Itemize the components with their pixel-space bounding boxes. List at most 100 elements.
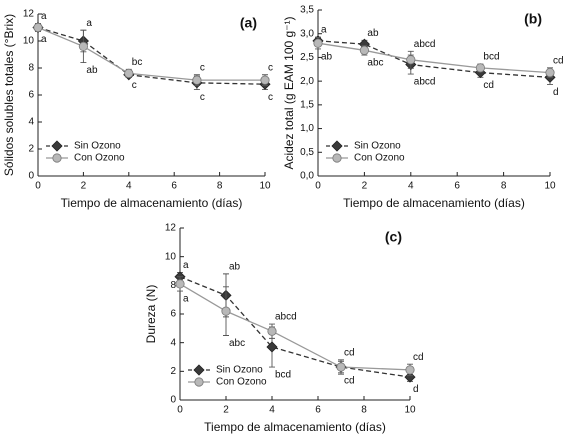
panel-label: (b) [524,11,542,27]
x-axis-label: Tiempo de almacenamiento (días) [343,196,525,210]
data-point [405,365,415,375]
significance-label: d [553,87,559,98]
significance-label: ab [86,65,98,76]
x-tick-label: 4 [269,405,275,416]
y-tick-label: 2,0 [300,76,314,87]
y-tick-label: 6 [170,309,176,320]
y-axis-label: Dureza (N) [144,285,158,344]
series-line [179,276,411,378]
data-point [404,371,416,383]
x-tick-label: 0 [177,405,183,416]
x-tick-label: 2 [81,181,87,192]
significance-label: a [86,18,92,29]
x-tick-label: 8 [361,405,367,416]
legend-marker [331,140,343,152]
y-tick-label: 10 [165,251,177,262]
significance-label: c [268,62,273,73]
y-tick-label: 0 [28,171,34,182]
data-point [267,326,277,336]
x-tick-label: 10 [544,181,556,192]
legend-marker [332,153,342,163]
data-point [33,22,43,33]
y-tick-label: 10 [23,36,35,47]
x-tick-label: 10 [259,181,271,192]
legend-label: Sin Ozono [354,141,401,152]
legend-marker [52,153,62,163]
significance-label: c [268,92,273,103]
y-tick-label: 4 [170,337,176,348]
significance-label: cd [483,80,494,91]
significance-label: c [200,62,205,73]
y-tick-label: 2,5 [300,52,314,63]
legend-marker [51,140,63,152]
x-tick-label: 0 [35,181,41,192]
y-tick-label: 3,5 [300,5,314,16]
legend-marker [194,377,204,387]
significance-label: abc [229,338,245,349]
data-point [475,63,485,73]
y-tick-label: 8 [28,63,34,74]
y-tick-label: 0,0 [300,171,314,182]
data-point [336,362,346,372]
y-tick-label: 12 [23,9,35,20]
y-tick-label: 1,5 [300,99,314,110]
x-tick-label: 2 [223,405,229,416]
significance-label: ab [229,262,241,273]
y-tick-label: 2 [170,366,176,377]
legend-label: Con Ozono [74,153,125,164]
y-tick-label: 8 [170,280,176,291]
x-tick-label: 4 [408,181,414,192]
panel-label: (c) [385,229,402,245]
significance-label: ab [367,28,379,39]
significance-label: abc [367,58,383,69]
x-tick-label: 8 [217,181,223,192]
significance-label: a [41,11,47,22]
x-tick-label: 6 [315,405,321,416]
significance-label: abcd [414,77,436,88]
significance-label: a [183,294,189,305]
significance-label: bcd [483,52,499,63]
legend-label: Sin Ozono [74,141,121,152]
series-line [37,26,266,85]
significance-label: bc [132,57,143,68]
data-point [313,38,323,48]
y-tick-label: 1,0 [300,123,314,134]
x-tick-label: 4 [126,181,132,192]
series-line [37,26,265,81]
data-point [359,45,369,55]
x-tick-label: 8 [501,181,507,192]
y-tick-label: 3,0 [300,28,314,39]
significance-label: bcd [275,370,291,381]
data-point [175,279,185,289]
data-point [260,75,270,85]
y-axis-label: Sólidos solubles totales (°Brix) [2,14,16,176]
significance-label: ab [321,52,333,63]
x-tick-label: 6 [454,181,460,192]
y-axis-label: Acidez total (g EAM 100 g⁻¹) [282,16,296,169]
y-tick-label: 2 [28,144,34,155]
legend-marker [193,364,205,376]
data-point [221,306,231,316]
data-point [192,75,202,85]
y-tick-label: 0 [170,395,176,406]
x-axis-label: Tiempo de almacenamiento (días) [61,196,243,210]
data-point [124,68,134,79]
significance-label: cd [413,352,424,363]
panel-label: (a) [240,15,257,31]
legend-label: Con Ozono [216,377,267,388]
significance-label: cd [344,375,355,386]
x-tick-label: 10 [404,405,416,416]
significance-label: abcd [275,312,297,323]
significance-label: cd [553,56,564,67]
data-point [406,55,416,65]
y-tick-label: 0,5 [300,147,314,158]
significance-label: d [413,384,419,395]
series-line [179,283,411,371]
legend-label: Con Ozono [354,153,405,164]
y-tick-label: 6 [28,90,34,101]
significance-label: cd [344,348,355,359]
significance-label: c [132,80,137,91]
data-point [266,341,278,353]
significance-label: a [183,260,189,271]
